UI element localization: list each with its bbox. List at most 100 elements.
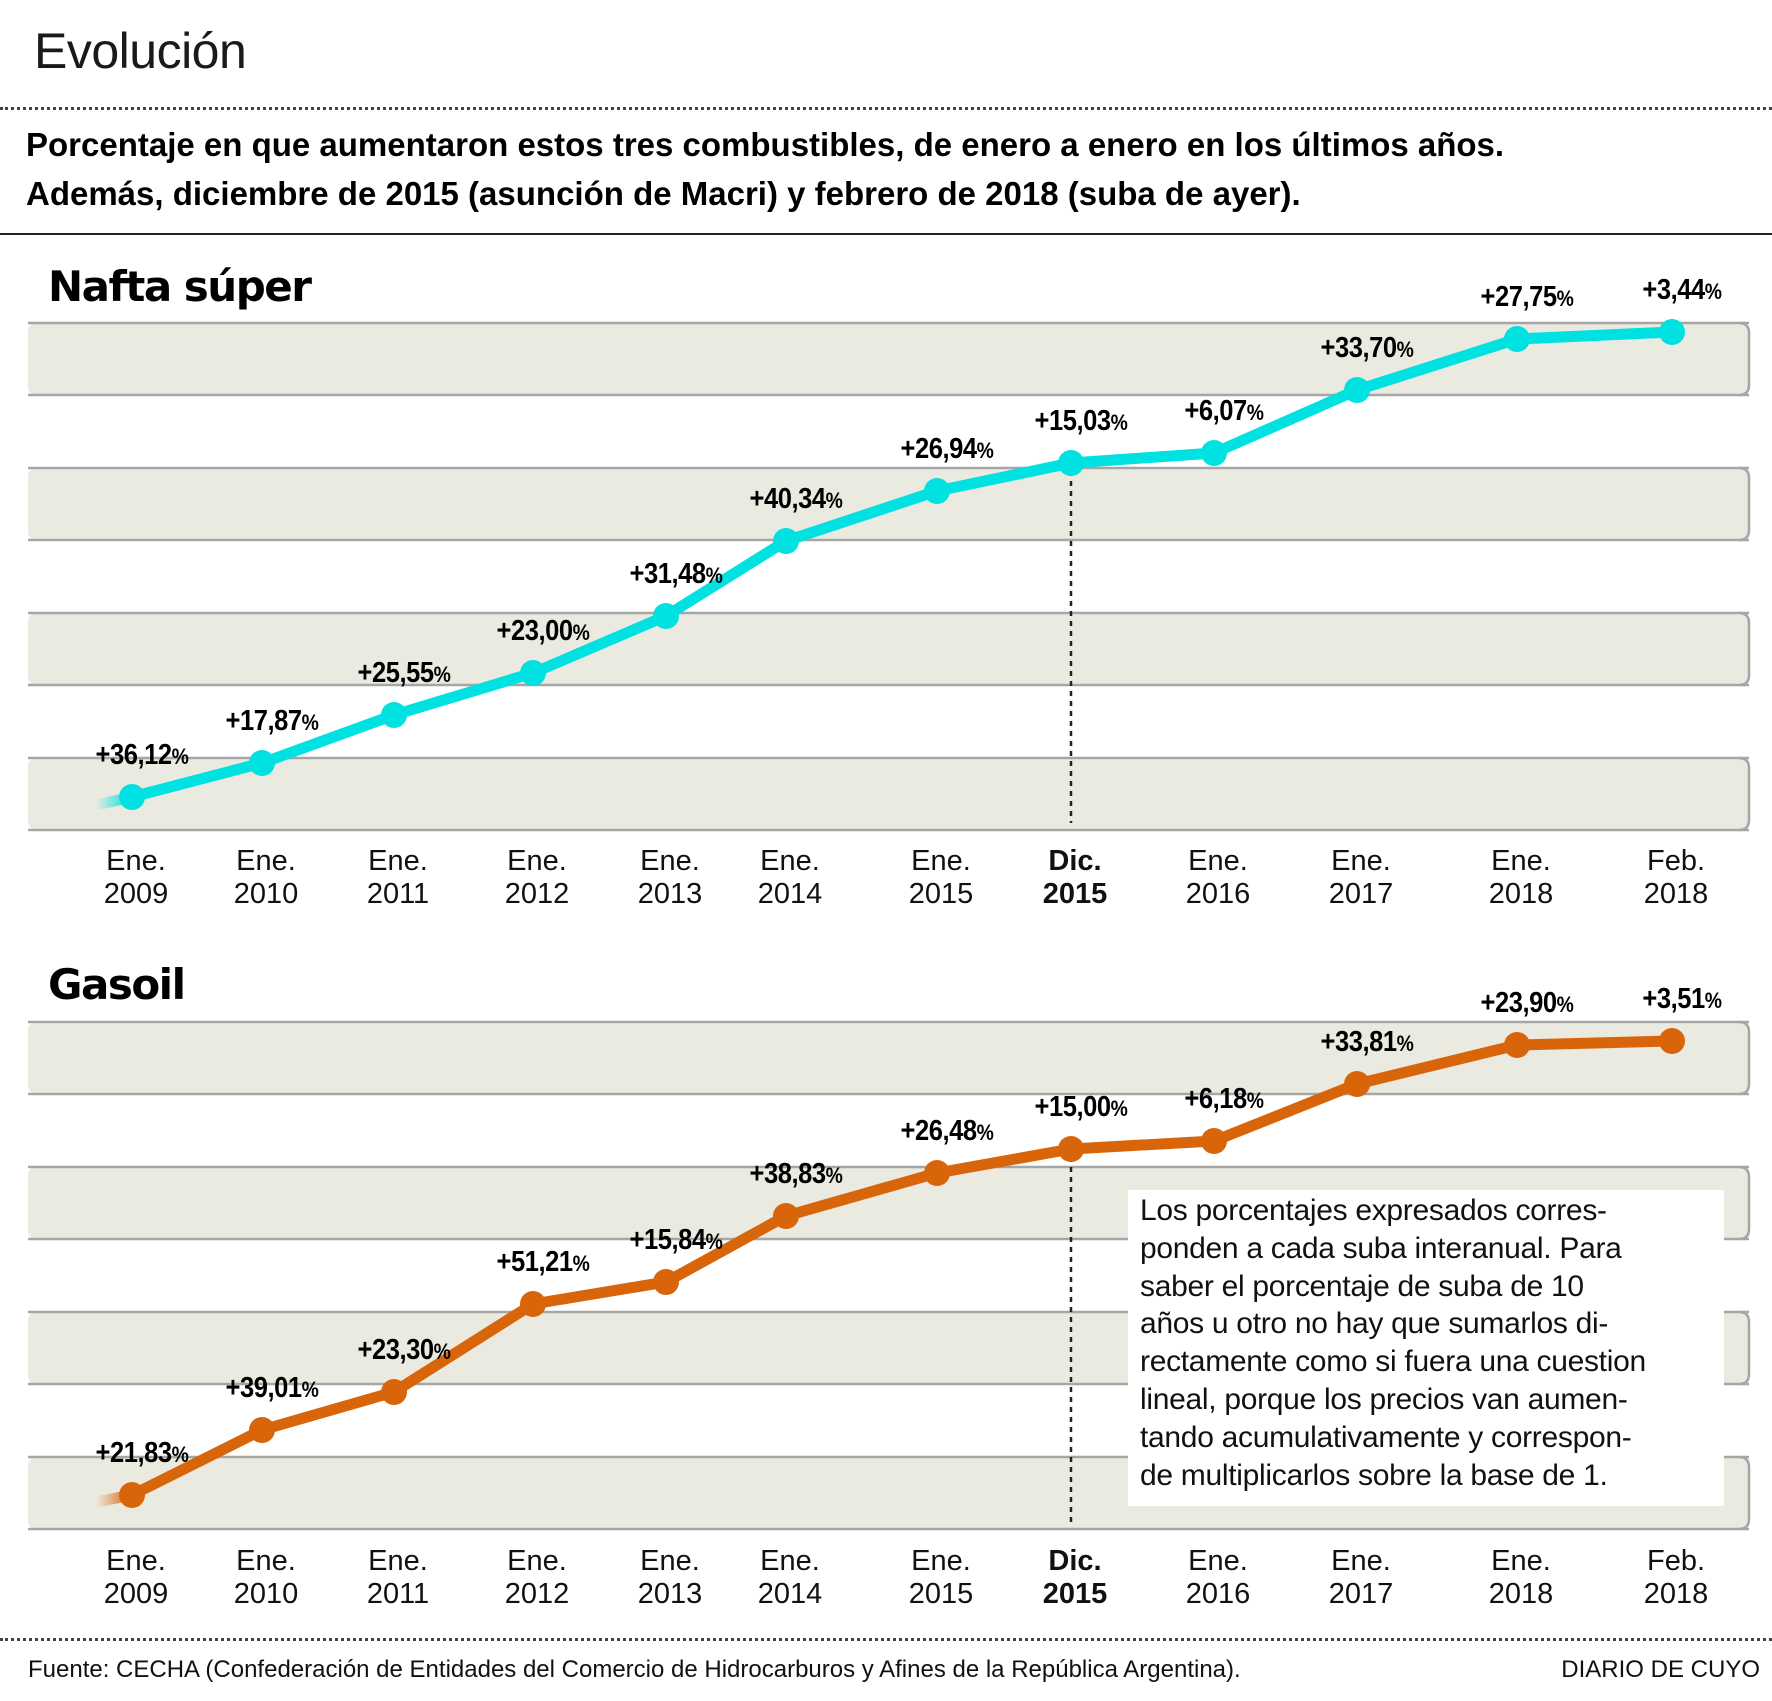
gasoil-x-tick-label: Feb. 2018 [1596, 1545, 1756, 1611]
nafta-x-tick-label: Ene. 2015 [861, 845, 1021, 911]
note-line: tando acumulativamente y correspon- [1140, 1420, 1632, 1454]
gasoil-point [773, 1203, 799, 1229]
nafta-value-label: +33,70% [1321, 332, 1414, 365]
note-line: Los porcentajes expresados corres- [1140, 1194, 1607, 1227]
tick-month: Ene. [236, 845, 296, 877]
tick-month: Ene. [760, 1545, 820, 1577]
nafta-value-unit: % [1110, 410, 1128, 435]
gasoil-x-tick-label: Ene. 2012 [457, 1545, 617, 1611]
gasoil-value-label: +33,81% [1321, 1026, 1414, 1059]
nafta-x-tick-label: Ene. 2013 [590, 845, 750, 911]
tick-year: 2017 [1328, 1578, 1394, 1610]
tick-year: 2011 [366, 1578, 430, 1610]
nafta-value-unit: % [1556, 286, 1574, 311]
note-line: años u otro no hay que sumarlos di- [1140, 1307, 1609, 1341]
gasoil-value-number: +23,30 [357, 1334, 435, 1366]
tick-month: Ene. [507, 1545, 567, 1577]
gasoil-value-number: +3,51 [1642, 983, 1705, 1015]
nafta-value-label: +17,87% [226, 705, 319, 738]
nafta-x-tick-label: Ene. 2012 [457, 845, 617, 911]
tick-year: 2018 [1643, 878, 1709, 910]
note-line: de multiplicarlos sobre la base de 1. [1140, 1458, 1608, 1492]
nafta-value-number: +23,00 [496, 615, 574, 647]
tick-month: Ene. [640, 845, 700, 877]
nafta-x-tick-label: Ene. 2009 [56, 845, 216, 911]
nafta-band-cap [1738, 756, 1751, 832]
gasoil-value-number: +33,81 [1320, 1026, 1398, 1058]
nafta-x-tick-label: Ene. 2017 [1281, 845, 1441, 911]
tick-year: 2012 [504, 878, 570, 910]
tick-month: Ene. [911, 845, 971, 877]
nafta-value-unit: % [433, 662, 451, 687]
nafta-value-label: +31,48% [630, 558, 723, 591]
tick-year: 2010 [233, 878, 299, 910]
tick-month: Ene. [507, 845, 567, 877]
gasoil-value-unit: % [1396, 1031, 1414, 1056]
tick-year: 2015 [1042, 1578, 1108, 1610]
tick-year: 2010 [233, 1578, 299, 1610]
tick-month: Ene. [236, 1545, 296, 1577]
note-line: lineal, porque los precios van aumen- [1140, 1382, 1628, 1416]
nafta-value-unit: % [572, 620, 590, 645]
nafta-value-number: +40,34 [749, 483, 827, 515]
nafta-point [653, 603, 679, 629]
gasoil-value-number: +15,00 [1034, 1091, 1112, 1123]
nafta-value-label: +23,00% [497, 615, 590, 648]
tick-month: Dic. [1048, 845, 1102, 877]
nafta-point [1058, 450, 1084, 476]
tick-year: 2015 [908, 878, 974, 910]
gasoil-point [249, 1417, 275, 1443]
tick-month: Ene. [1331, 1545, 1391, 1577]
gasoil-point [119, 1482, 145, 1508]
nafta-band [28, 758, 1749, 830]
gasoil-value-number: +6,18 [1184, 1083, 1247, 1115]
nafta-value-unit: % [825, 488, 843, 513]
gasoil-value-unit: % [171, 1442, 189, 1467]
nafta-point [924, 478, 950, 504]
gasoil-point [1659, 1028, 1685, 1054]
nafta-x-tick-label: Ene. 2018 [1441, 845, 1601, 911]
nafta-value-number: +26,94 [900, 433, 978, 465]
gasoil-point [1344, 1071, 1370, 1097]
gasoil-value-number: +26,48 [900, 1115, 978, 1147]
gasoil-point [1201, 1128, 1227, 1154]
nafta-point [520, 660, 546, 686]
nafta-x-tick-label: Dic. 2015 [995, 845, 1155, 911]
note-text: Los porcentajes expresados corres-ponden… [1140, 1192, 1730, 1494]
nafta-value-label: +36,12% [96, 739, 189, 772]
tick-year: 2017 [1328, 878, 1394, 910]
nafta-x-tick-label: Ene. 2014 [710, 845, 870, 911]
gasoil-point [520, 1291, 546, 1317]
tick-month: Feb. [1646, 1545, 1706, 1577]
nafta-x-tick-label: Ene. 2016 [1138, 845, 1298, 911]
gasoil-band-cap [1738, 1455, 1751, 1531]
nafta-value-number: +31,48 [629, 558, 707, 590]
nafta-value-label: +40,34% [750, 483, 843, 516]
gasoil-x-tick-label: Ene. 2017 [1281, 1545, 1441, 1611]
gasoil-x-tick-label: Ene. 2013 [590, 1545, 750, 1611]
gasoil-value-number: +38,83 [749, 1158, 827, 1190]
gasoil-value-label: +3,51% [1642, 983, 1722, 1016]
tick-year: 2009 [103, 1578, 169, 1610]
tick-month: Ene. [1491, 1545, 1551, 1577]
tick-year: 2014 [757, 1578, 823, 1610]
nafta-point [1344, 377, 1370, 403]
nafta-point [381, 702, 407, 728]
tick-month: Ene. [911, 1545, 971, 1577]
nafta-x-tick-label: Ene. 2011 [318, 845, 478, 911]
gasoil-point [1504, 1032, 1530, 1058]
footer-divider [0, 1638, 1772, 1641]
gasoil-point [381, 1379, 407, 1405]
gasoil-value-unit: % [705, 1229, 723, 1254]
gasoil-value-unit: % [433, 1339, 451, 1364]
tick-month: Ene. [760, 845, 820, 877]
nafta-value-number: +25,55 [357, 657, 435, 689]
nafta-value-number: +33,70 [1320, 332, 1398, 364]
nafta-value-label: +26,94% [901, 433, 994, 466]
tick-month: Feb. [1646, 845, 1706, 877]
nafta-point [119, 784, 145, 810]
note-line: saber el porcentaje de suba de 10 [1140, 1269, 1584, 1303]
gasoil-band-cap [1738, 1020, 1751, 1096]
gasoil-value-number: +39,01 [225, 1372, 303, 1404]
gasoil-value-label: +38,83% [750, 1158, 843, 1191]
